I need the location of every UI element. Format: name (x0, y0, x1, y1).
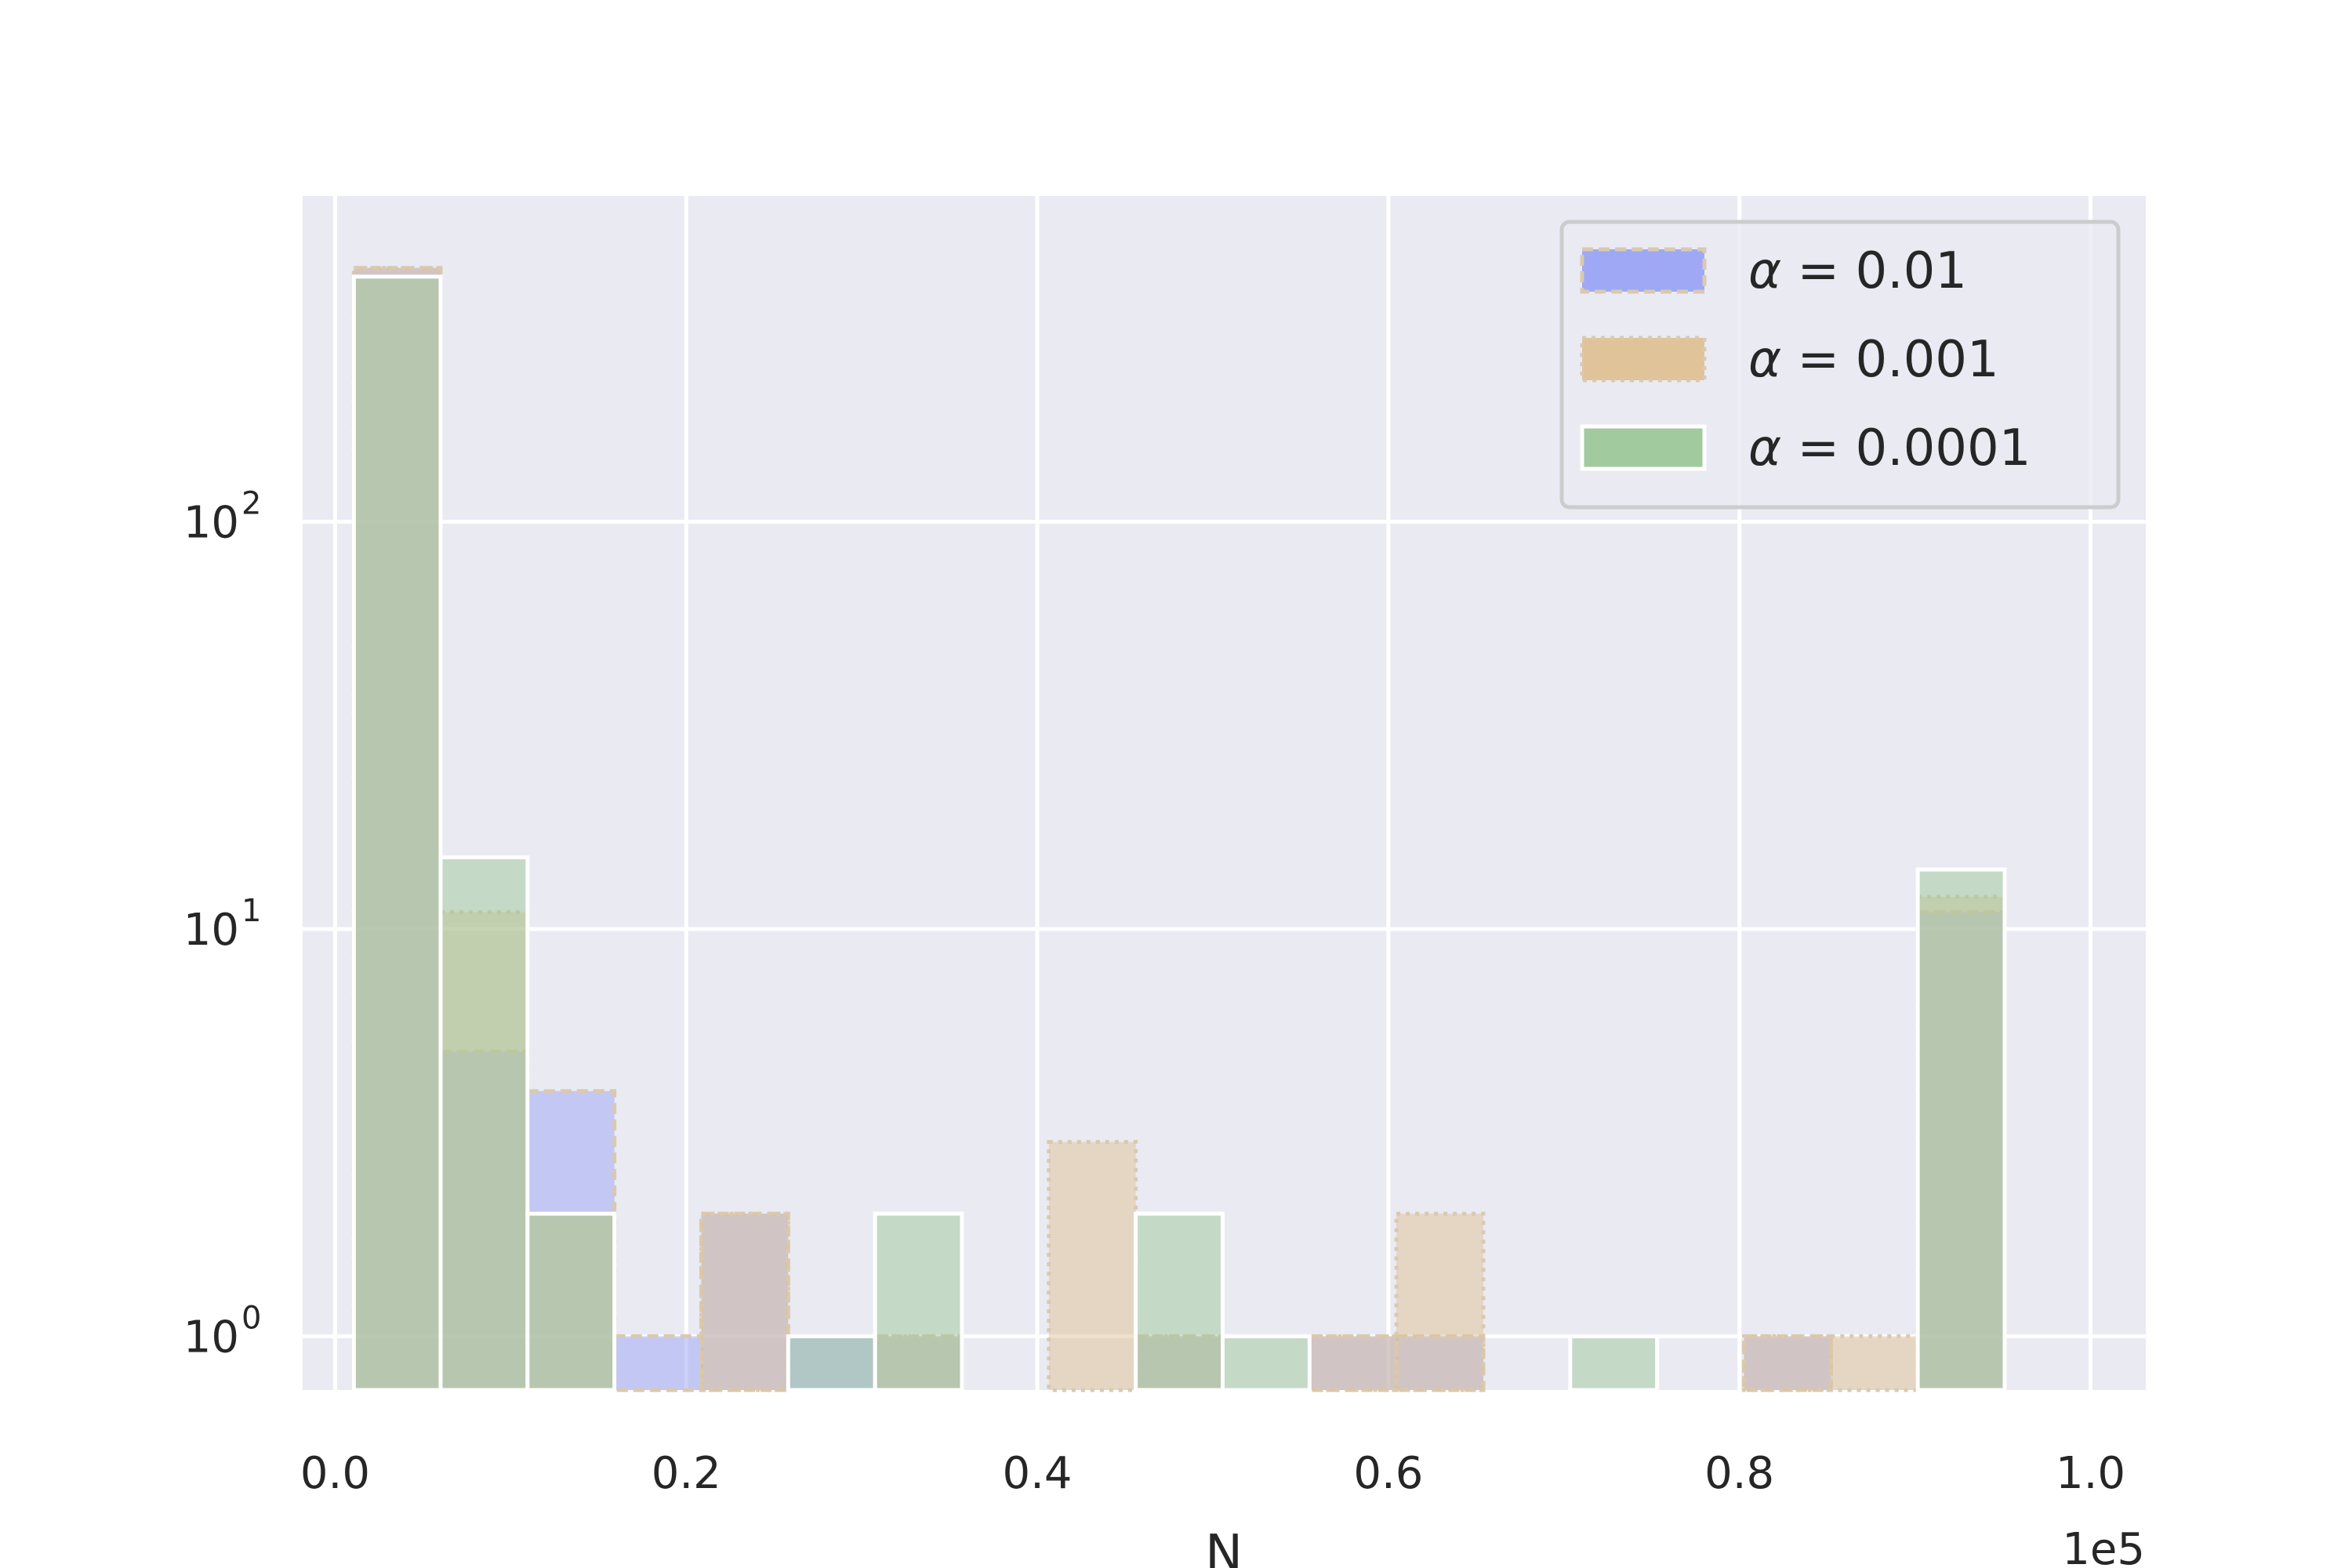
histogram-bars (351, 266, 2007, 1392)
bar-series2-bin10 (1220, 1334, 1312, 1392)
legend-label-2: α = 0.0001 (1748, 419, 2031, 477)
bar-series1-bin16 (1741, 1334, 1833, 1392)
legend-swatch-1 (1580, 336, 1707, 383)
x-tick-label: 0.2 (652, 1448, 721, 1499)
y-tick-exponent: 1 (241, 893, 261, 929)
bar-series0-bin3 (612, 1334, 703, 1392)
bar-series2-bin18 (1915, 867, 2007, 1392)
bar-series2-bin5 (786, 1334, 877, 1392)
bar-series1-bin4 (699, 1211, 790, 1392)
x-tick-label: 1.0 (2056, 1448, 2125, 1499)
bar-series1-bin12 (1394, 1211, 1486, 1392)
bar-series2-bin2 (525, 1211, 617, 1392)
x-tick-label: 0.8 (1704, 1448, 1774, 1499)
y-tick-label: 10 (183, 498, 239, 549)
bar-series2-bin6 (873, 1211, 964, 1392)
x-axis-offset-text: 1e5 (2062, 1524, 2145, 1568)
x-tick-label: 0.6 (1353, 1448, 1423, 1499)
legend-swatch-0 (1580, 247, 1707, 294)
bar-series1-bin11 (1307, 1334, 1399, 1392)
legend-label-1: α = 0.001 (1748, 331, 1999, 389)
bar-series1-bin8 (1047, 1140, 1138, 1392)
y-tick-label: 10 (183, 1312, 239, 1363)
legend-label-0: α = 0.01 (1748, 242, 1967, 300)
bar-series2-bin0 (351, 274, 443, 1392)
series-2 (351, 274, 2007, 1392)
bar-series2-bin1 (438, 855, 530, 1392)
x-axis-label: N (1205, 1525, 1243, 1568)
x-tick-label: 0.0 (300, 1448, 370, 1499)
bar-series2-bin9 (1134, 1211, 1225, 1392)
y-tick-exponent: 0 (241, 1300, 261, 1336)
bar-series1-bin17 (1828, 1334, 1920, 1392)
x-tick-label: 0.4 (1003, 1448, 1073, 1499)
bar-series2-bin14 (1568, 1334, 1660, 1392)
legend-swatch-2 (1580, 424, 1707, 471)
y-tick-exponent: 2 (241, 486, 261, 522)
y-tick-label: 10 (183, 905, 239, 956)
legend: α = 0.01 α = 0.001 α = 0.0001 (1559, 220, 2121, 510)
